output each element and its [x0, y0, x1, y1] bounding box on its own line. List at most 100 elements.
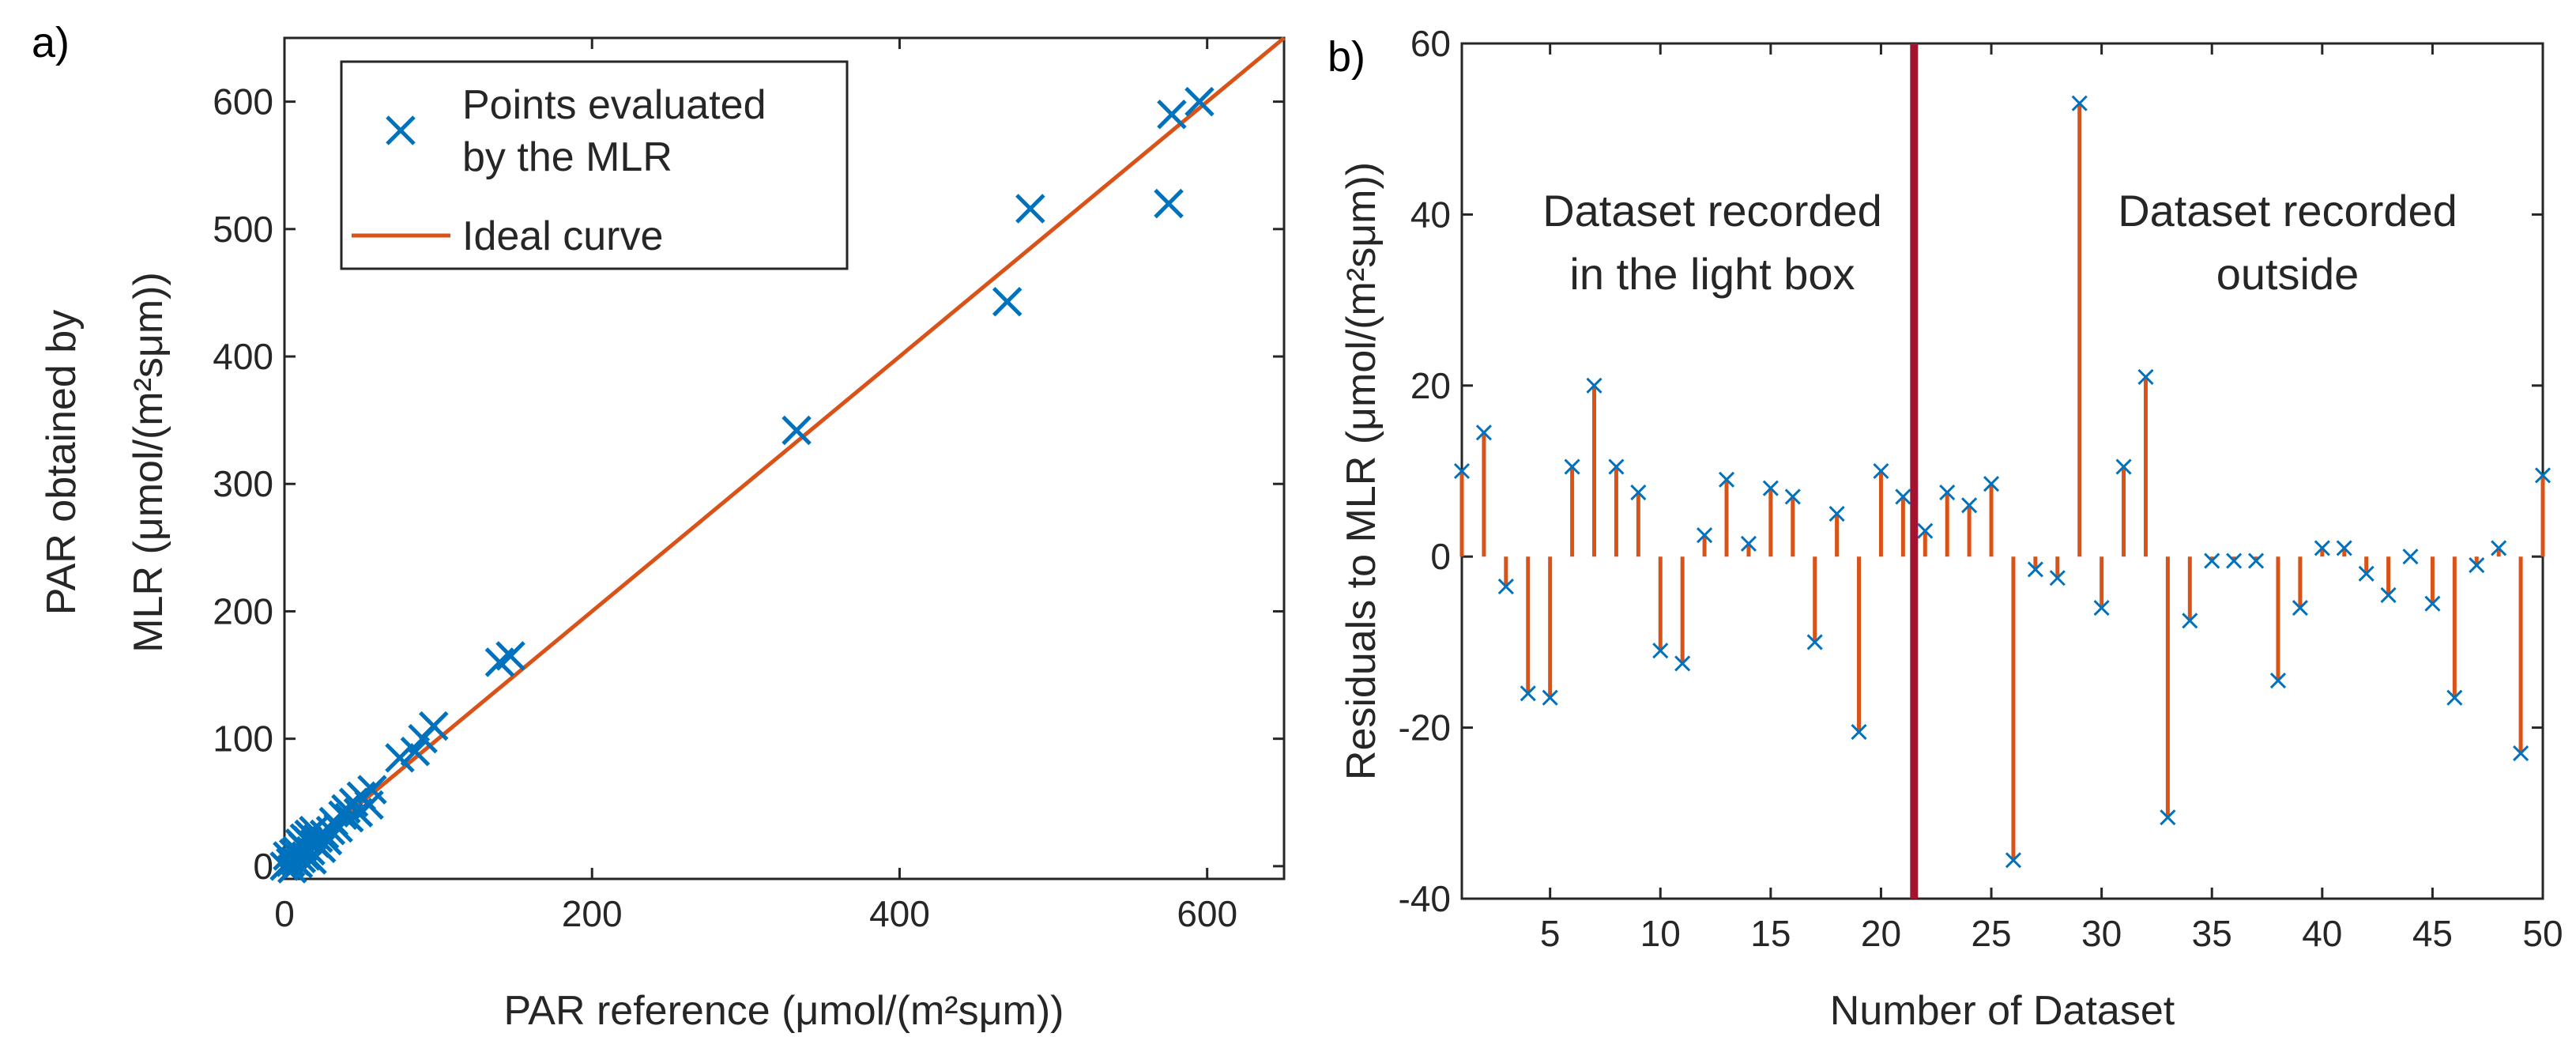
- residual-marker: [1762, 480, 1779, 496]
- x-tick-label: 50: [2522, 913, 2563, 954]
- residual-marker: [2469, 556, 2485, 574]
- panel-a-xlabel: PAR reference (μmol/(m²sμm)): [503, 988, 1064, 1034]
- residual-marker: [2027, 561, 2043, 578]
- legend-line-label: Ideal curve: [462, 213, 663, 259]
- panel-b-ylabel: Residuals to MLR (μmol/(m²sμm)): [1339, 162, 1384, 780]
- y-tick-label: 60: [1410, 23, 1451, 64]
- residual-marker: [1917, 522, 1934, 539]
- residual-marker: [1806, 634, 1823, 650]
- residual-marker: [2314, 540, 2330, 556]
- data-point-marker: [315, 815, 346, 846]
- data-point-marker: [357, 775, 387, 805]
- residual-marker: [2491, 540, 2507, 556]
- legend-marker-label-line2: by the MLR: [462, 134, 672, 180]
- residual-marker: [1983, 476, 2000, 492]
- residual-marker: [1961, 497, 1978, 514]
- data-point-marker: [1015, 194, 1045, 224]
- residual-marker: [2093, 600, 2110, 616]
- residual-marker: [1475, 424, 1492, 441]
- residual-marker: [1453, 462, 1471, 480]
- x-tick-label: 10: [1640, 913, 1681, 954]
- panel-a-ylabel-line1: PAR obtained by: [39, 310, 85, 615]
- residual-marker: [2248, 552, 2265, 569]
- panel-a: a) 0 200 400 600 0 100 200 300 400 500 600 Points …: [32, 19, 1286, 1034]
- panel-a-ticks: 0 200 400 600 0 100 200 300 400 500 600: [213, 38, 1284, 934]
- annotation-outside-line1: Dataset recorded: [2118, 186, 2457, 236]
- y-tick-label: -20: [1399, 707, 1451, 748]
- y-tick-label: 500: [213, 209, 273, 250]
- residual-marker: [1851, 723, 1867, 741]
- panel-b: b) 5 10 15 20 25 30 35 40 45 50 -40 -20 0 20 40 60 Data…: [1328, 23, 2563, 1034]
- residual-marker: [2182, 613, 2198, 629]
- data-point-marker: [1184, 86, 1215, 117]
- residual-marker: [1895, 488, 1911, 505]
- residual-marker: [1828, 506, 1845, 522]
- ideal-curve-line: [283, 36, 1286, 868]
- data-point-marker: [385, 743, 415, 773]
- residual-marker: [1608, 458, 1625, 475]
- y-tick-label: 20: [1410, 365, 1451, 406]
- residual-marker: [1630, 484, 1647, 501]
- panel-a-ylabel-line1-group: PAR obtained by: [39, 310, 85, 615]
- panel-a-ylabel-line2-group: MLR (μmol/(m²sμm)): [126, 272, 171, 653]
- residual-marker: [2358, 565, 2375, 582]
- residual-marker: [2005, 852, 2022, 869]
- residual-marker: [1674, 655, 1691, 672]
- residual-marker: [2071, 95, 2088, 111]
- residual-marker: [1564, 458, 1580, 475]
- data-point-marker: [1157, 99, 1187, 130]
- data-point-marker: [1154, 188, 1184, 219]
- residual-marker: [1873, 462, 1889, 480]
- data-point-marker: [992, 286, 1022, 317]
- annotation-lightbox-line1: Dataset recorded: [1542, 186, 1882, 236]
- residual-marker: [1542, 689, 1558, 706]
- x-tick-label: 20: [1861, 913, 1901, 954]
- annotation-lightbox-line2: in the light box: [1569, 249, 1855, 299]
- panel-a-legend: Points evaluated by the MLR Ideal curve: [340, 60, 849, 270]
- panel-b-ticks: 5 10 15 20 25 30 35 40 45 50 -40 -20 0 20 40 60: [1399, 23, 2563, 954]
- y-tick-label: 300: [213, 463, 273, 504]
- panel-a-plot-area: [269, 36, 1286, 884]
- residual-marker: [2204, 552, 2220, 569]
- data-point-marker: [419, 711, 449, 741]
- residual-marker: [2292, 600, 2308, 616]
- panel-b-plot-area: [1453, 43, 2552, 899]
- residual-marker: [2226, 552, 2243, 569]
- residual-marker: [1697, 527, 1713, 544]
- x-tick-label: 400: [869, 893, 930, 934]
- residual-marker: [1740, 535, 1757, 552]
- x-tick-label: 25: [1971, 913, 2011, 954]
- residual-marker: [1939, 484, 1956, 501]
- y-tick-label: 40: [1410, 194, 1451, 235]
- residual-marker: [2160, 809, 2176, 826]
- residual-marker: [1586, 377, 1602, 394]
- residual-marker: [2380, 586, 2397, 603]
- residual-marker: [2049, 570, 2066, 586]
- panel-a-ylabel-line2: MLR (μmol/(m²sμm)): [126, 272, 171, 653]
- residual-marker: [2137, 368, 2154, 386]
- residual-marker: [1520, 685, 1536, 702]
- panel-b-label: b): [1328, 33, 1365, 81]
- y-tick-label: 200: [213, 590, 273, 632]
- data-point-marker: [781, 415, 812, 446]
- x-tick-label: 35: [2192, 913, 2232, 954]
- residual-marker: [2446, 689, 2463, 706]
- panel-a-label: a): [32, 19, 70, 66]
- residual-marker: [1784, 488, 1801, 505]
- residual-marker: [2115, 458, 2132, 475]
- y-tick-label: 0: [1430, 536, 1451, 577]
- residual-marker: [2402, 549, 2419, 565]
- y-tick-label: 600: [213, 81, 273, 123]
- residual-marker: [2269, 673, 2287, 689]
- residual-marker: [1652, 643, 1669, 659]
- panel-b-ylabel-group: Residuals to MLR (μmol/(m²sμm)): [1339, 162, 1384, 780]
- y-tick-label: 100: [213, 718, 273, 760]
- legend-marker-label-line1: Points evaluated: [462, 82, 766, 128]
- y-tick-label: 0: [253, 846, 273, 887]
- residual-marker: [2336, 540, 2352, 556]
- residual-marker: [2513, 745, 2529, 762]
- data-point-marker: [495, 641, 525, 671]
- residual-marker: [2424, 595, 2441, 612]
- panel-b-axes-box: [1460, 42, 2544, 900]
